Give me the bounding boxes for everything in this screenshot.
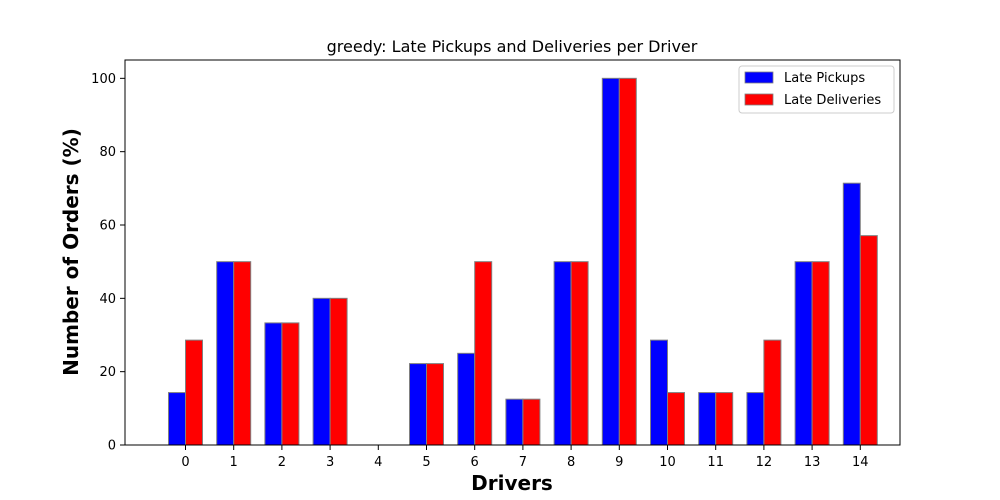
y-axis: 0 20 40 60 80 100 <box>91 72 125 454</box>
x-tick-label: 10 <box>659 455 676 470</box>
chart-title: greedy: Late Pickups and Deliveries per … <box>327 37 698 56</box>
bar-late-pickups-6 <box>457 352 476 446</box>
x-tick-label: 2 <box>278 455 286 470</box>
y-tick-label: 100 <box>91 72 116 87</box>
x-tick-label: 1 <box>230 455 238 470</box>
bar-late-pickups-5 <box>409 363 427 446</box>
bar-late-pickups-1 <box>216 261 235 446</box>
x-axis-label: Drivers <box>471 471 553 495</box>
bar-late-deliveries-11 <box>715 392 734 446</box>
bar-late-pickups-0 <box>168 392 186 446</box>
y-tick-label: 20 <box>99 365 116 380</box>
bar-late-deliveries-7 <box>522 398 541 446</box>
y-tick-label: 60 <box>99 219 116 234</box>
bar-late-pickups-11 <box>698 392 717 446</box>
legend-label-late-pickups: Late Pickups <box>784 71 865 86</box>
bar-late-deliveries-9 <box>618 77 637 446</box>
y-tick-label: 80 <box>99 145 116 160</box>
x-tick-label: 3 <box>326 455 334 470</box>
plot-frame <box>124 59 901 446</box>
legend-swatch-late-pickups <box>744 71 774 84</box>
bar-late-pickups-7 <box>505 398 524 446</box>
x-tick-label: 4 <box>374 455 382 470</box>
bar-late-deliveries-2 <box>281 322 300 446</box>
legend-label-late-deliveries: Late Deliveries <box>784 93 881 108</box>
y-tick-label: 40 <box>99 292 116 307</box>
bar-late-deliveries-0 <box>185 339 203 446</box>
bar-late-pickups-3 <box>312 297 331 446</box>
x-tick-label: 12 <box>756 455 773 470</box>
x-tick-label: 14 <box>852 455 869 470</box>
bar-late-pickups-14 <box>842 182 861 446</box>
x-tick-label: 13 <box>804 455 821 470</box>
y-axis-label: Number of Orders (%) <box>59 128 83 376</box>
legend-box <box>738 65 895 114</box>
bar-late-deliveries-8 <box>570 261 589 446</box>
bar-late-pickups-13 <box>794 261 813 446</box>
legend: Late Pickups Late Deliveries <box>738 65 895 114</box>
x-tick-label: 0 <box>181 455 189 470</box>
bar-late-deliveries-3 <box>329 297 348 446</box>
x-axis: 0 1 2 3 4 5 6 7 8 9 10 11 12 13 14 <box>181 445 869 470</box>
x-tick-label: 11 <box>707 455 724 470</box>
y-tick-label: 0 <box>108 439 116 454</box>
x-tick-label: 7 <box>519 455 527 470</box>
bar-late-pickups-10 <box>650 339 668 446</box>
bar-late-deliveries-10 <box>667 392 685 446</box>
bar-late-pickups-12 <box>746 392 765 446</box>
bar-late-deliveries-12 <box>763 339 782 446</box>
x-tick-label: 9 <box>615 455 623 470</box>
bar-late-deliveries-13 <box>811 261 830 446</box>
bar-late-deliveries-6 <box>474 261 493 446</box>
x-tick-label: 5 <box>422 455 430 470</box>
bars-layer <box>168 77 878 446</box>
bar-late-deliveries-5 <box>426 363 444 446</box>
x-tick-label: 6 <box>471 455 479 470</box>
bar-late-deliveries-14 <box>859 235 878 446</box>
bar-late-pickups-2 <box>264 322 283 446</box>
bar-late-pickups-8 <box>553 261 572 446</box>
x-tick-label: 8 <box>567 455 575 470</box>
bar-late-deliveries-1 <box>233 261 252 446</box>
legend-swatch-late-deliveries <box>744 93 774 106</box>
bar-late-pickups-9 <box>601 77 620 446</box>
